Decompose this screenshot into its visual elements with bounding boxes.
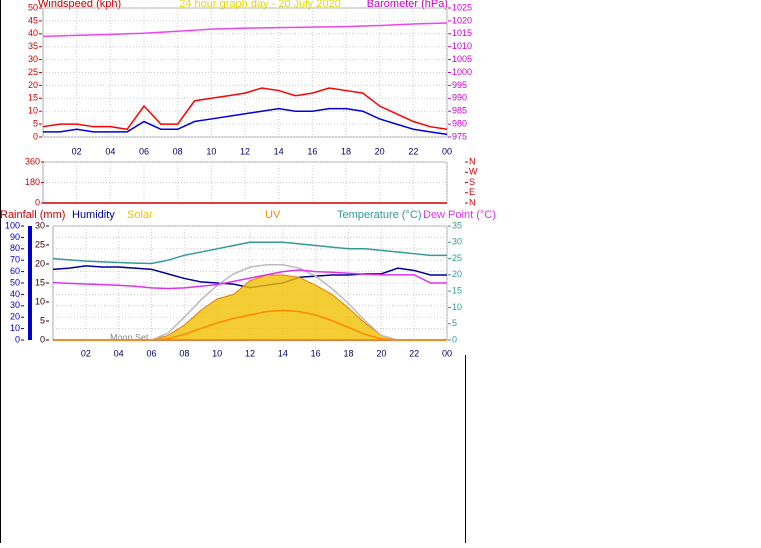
y-tick-label: 80 bbox=[10, 243, 20, 253]
line bbox=[42, 22, 448, 38]
legend-entry: UV bbox=[265, 209, 281, 221]
x-tick-label: 00 bbox=[442, 146, 452, 156]
x-tick-label: 16 bbox=[307, 146, 317, 156]
x-tick-label: 04 bbox=[105, 146, 115, 156]
y-tick-label: 35 bbox=[28, 41, 38, 51]
x-tick-label: 16 bbox=[311, 348, 321, 358]
y-tick-label: 995 bbox=[452, 80, 467, 90]
x-tick-label: 14 bbox=[278, 348, 288, 358]
y-tick-label: 20 bbox=[35, 258, 45, 268]
y-tick-label: 25 bbox=[35, 239, 45, 249]
line bbox=[53, 309, 447, 341]
x-tick-label: 10 bbox=[206, 146, 216, 156]
y-tick-label: 40 bbox=[10, 289, 20, 299]
y-tick-label: W bbox=[469, 167, 478, 177]
y-tick-label: 30 bbox=[28, 54, 38, 64]
y-tick-label: 5 bbox=[40, 315, 45, 325]
y-tick-label: 35 bbox=[452, 220, 462, 230]
y-tick-label: 1000 bbox=[452, 67, 472, 77]
y-tick-label: 25 bbox=[452, 253, 462, 263]
x-tick-label: 10 bbox=[212, 348, 222, 358]
y-tick-label: 20 bbox=[28, 80, 38, 90]
legend-entry: Solar bbox=[127, 209, 153, 221]
y-axis-label: Windspeed (kph) bbox=[38, 0, 121, 10]
y-tick-label: 30 bbox=[10, 300, 20, 310]
y-tick-label: 5 bbox=[33, 118, 38, 128]
x-tick-label: 18 bbox=[343, 348, 353, 358]
line bbox=[42, 87, 448, 131]
y-tick-label: 1015 bbox=[452, 28, 472, 38]
y-tick-label: 180 bbox=[25, 177, 40, 187]
y-tick-label: 360 bbox=[25, 156, 40, 166]
y-tick-label: 15 bbox=[452, 286, 462, 296]
y-tick-label: 20 bbox=[10, 312, 20, 322]
line bbox=[52, 269, 447, 290]
y-tick-label: 15 bbox=[35, 277, 45, 287]
y-tick-label: 25 bbox=[28, 67, 38, 77]
chart-title: 24 hour graph day - 20 July 2020 bbox=[179, 0, 340, 10]
y-tick-label: 10 bbox=[452, 302, 462, 312]
y-tick-label: 20 bbox=[452, 269, 462, 279]
x-tick-label: 20 bbox=[376, 348, 386, 358]
x-tick-label: 08 bbox=[173, 146, 183, 156]
legend-entry: Humidity bbox=[72, 209, 115, 221]
y2-axis-label: Barometer (hPa) bbox=[367, 0, 448, 10]
y-tick-label: 30 bbox=[452, 237, 462, 247]
line bbox=[52, 241, 447, 265]
y-tick-label: S bbox=[469, 177, 475, 187]
y-tick-label: 70 bbox=[10, 255, 20, 265]
y-tick-label: 0 bbox=[15, 334, 20, 344]
y-tick-label: 60 bbox=[10, 266, 20, 276]
x-tick-label: 12 bbox=[245, 348, 255, 358]
legend-entry: Dew Point (°C) bbox=[423, 209, 496, 221]
annotation: Moon Set bbox=[110, 332, 149, 342]
y-tick-label: 975 bbox=[452, 131, 467, 141]
x-tick-label: 02 bbox=[72, 146, 82, 156]
x-tick-label: 14 bbox=[274, 146, 284, 156]
x-tick-label: 02 bbox=[81, 348, 91, 358]
x-tick-label: 18 bbox=[341, 146, 351, 156]
y-tick-label: 50 bbox=[28, 2, 38, 12]
y-tick-label: 0 bbox=[33, 131, 38, 141]
y-tick-label: 1025 bbox=[452, 2, 472, 12]
y-tick-label: 10 bbox=[28, 106, 38, 116]
y-tick-label: E bbox=[469, 187, 475, 197]
x-tick-label: 22 bbox=[409, 348, 419, 358]
y-tick-label: 30 bbox=[35, 220, 45, 230]
x-tick-label: 04 bbox=[114, 348, 124, 358]
y-tick-label: 980 bbox=[452, 118, 467, 128]
y-tick-label: 40 bbox=[28, 28, 38, 38]
y-tick-label: 100 bbox=[5, 220, 20, 230]
y-tick-label: 1005 bbox=[452, 54, 472, 64]
y-tick-label: 1010 bbox=[452, 41, 472, 51]
y-tick-label: 10 bbox=[10, 323, 20, 333]
y-tick-label: 5 bbox=[452, 318, 457, 328]
y-tick-label: N bbox=[469, 197, 476, 207]
y-tick-label: 10 bbox=[35, 296, 45, 306]
y-tick-label: 45 bbox=[28, 15, 38, 25]
y-tick-label: 1020 bbox=[452, 15, 472, 25]
y-tick-label: N bbox=[469, 156, 476, 166]
humidity-axis-bar bbox=[28, 226, 32, 340]
y-tick-label: 50 bbox=[10, 277, 20, 287]
x-tick-label: 22 bbox=[408, 146, 418, 156]
x-tick-label: 06 bbox=[146, 348, 156, 358]
line bbox=[43, 107, 448, 136]
y-tick-label: 0 bbox=[35, 197, 40, 207]
legend-entry: Temperature (°C) bbox=[337, 209, 421, 221]
legend-entry: Rainfall (mm) bbox=[0, 209, 65, 221]
x-tick-label: 20 bbox=[375, 146, 385, 156]
y-tick-label: 0 bbox=[40, 334, 45, 344]
y-tick-label: 985 bbox=[452, 106, 467, 116]
y-tick-label: 90 bbox=[10, 232, 20, 242]
y-tick-label: 15 bbox=[28, 93, 38, 103]
y-tick-label: 990 bbox=[452, 93, 467, 103]
x-tick-label: 06 bbox=[139, 146, 149, 156]
x-tick-label: 12 bbox=[240, 146, 250, 156]
x-tick-label: 08 bbox=[179, 348, 189, 358]
x-tick-label: 00 bbox=[442, 348, 452, 358]
y-tick-label: 0 bbox=[452, 334, 457, 344]
